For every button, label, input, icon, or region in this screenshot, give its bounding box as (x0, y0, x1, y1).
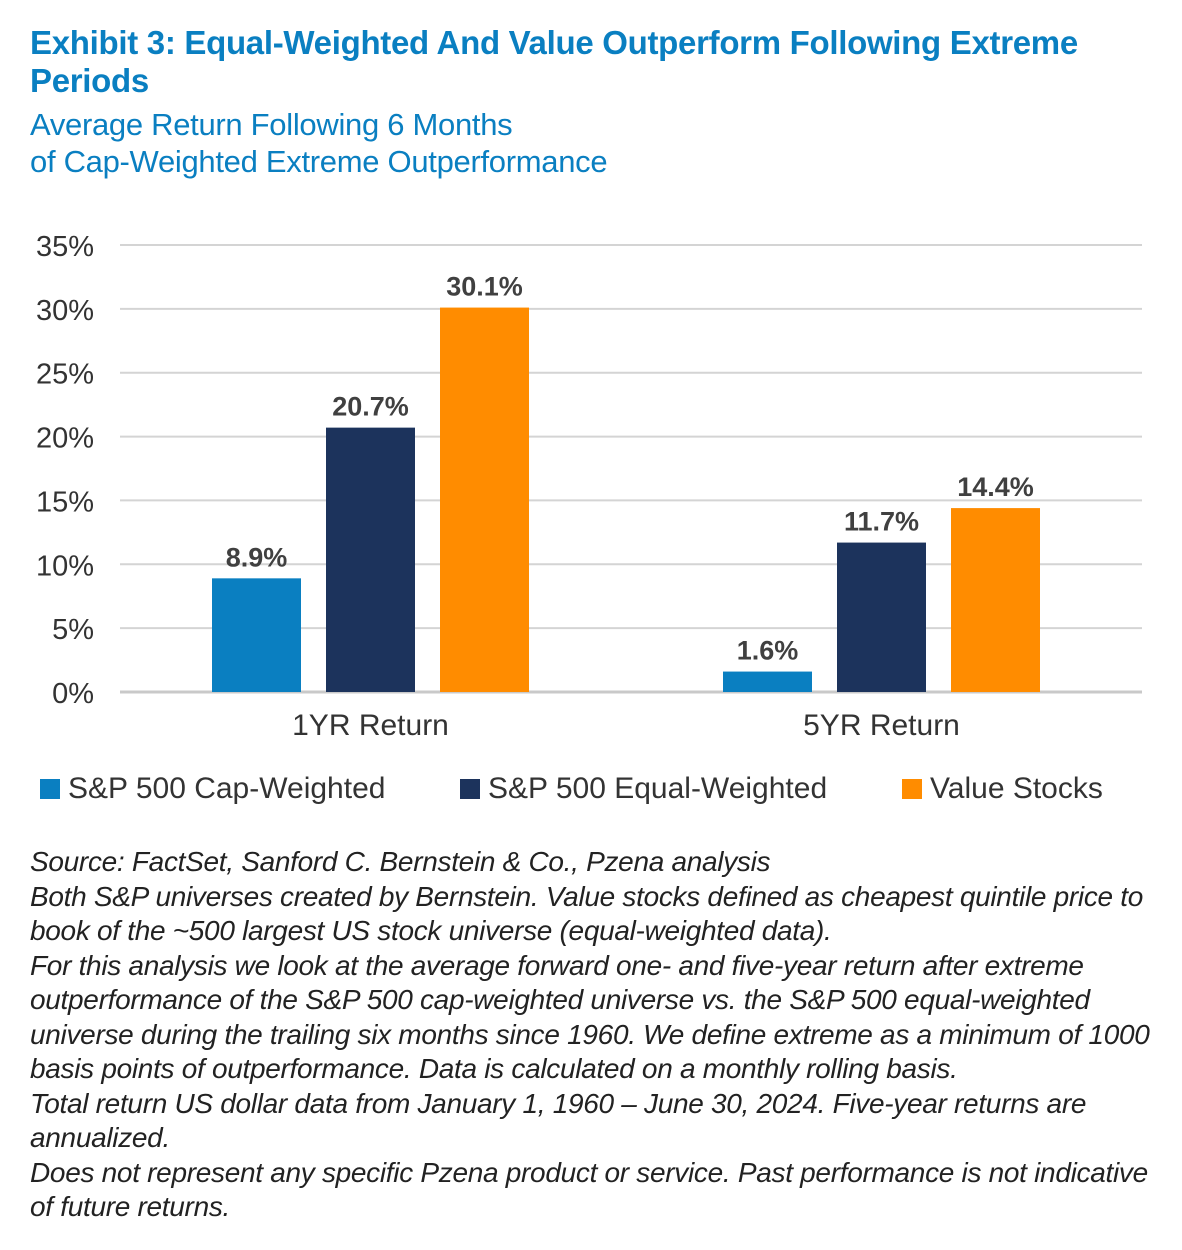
data-label: 20.7% (332, 392, 409, 422)
bar (951, 508, 1040, 692)
data-label: 1.6% (737, 636, 799, 666)
x-tick-label: 5YR Return (803, 709, 960, 742)
legend-label-value-stocks: Value Stocks (930, 772, 1103, 805)
bar (440, 307, 529, 692)
y-tick-label: 15% (36, 486, 94, 518)
x-axis-ticks: 1YR Return 5YR Return (292, 709, 960, 742)
disclaimer-note: Does not represent any specific Pzena pr… (30, 1156, 1148, 1223)
subtitle-line-2: of Cap-Weighted Extreme Outperformance (30, 144, 608, 179)
data-labels: 8.9% 20.7% 30.1% 1.6% 11.7% 14.4% (226, 272, 1034, 666)
bar (837, 542, 926, 692)
universe-note: Both S&P universes created by Bernstein.… (30, 880, 1144, 947)
y-tick-label: 35% (36, 231, 94, 263)
legend-swatch-value-stocks (902, 779, 922, 799)
legend-item-value-stocks: Value Stocks (902, 772, 1103, 806)
legend-swatch-cap-weighted (40, 779, 60, 799)
bar (326, 427, 415, 692)
bar (723, 671, 812, 692)
y-tick-label: 20% (36, 423, 94, 455)
data-label: 14.4% (957, 472, 1034, 502)
bar (212, 578, 301, 692)
methodology-note: For this analysis we look at the average… (30, 949, 1150, 1085)
data-period-note: Total return US dollar data from January… (30, 1087, 1087, 1154)
bar-chart: 0% 5% 10% 15% 20% 25% 30% 35% 8.9% 20.7% 30.1% 1.6… (36, 231, 1142, 742)
y-tick-label: 5% (52, 614, 94, 646)
legend: S&P 500 Cap-Weighted S&P 500 Equal-Weigh… (0, 772, 1182, 812)
subtitle-line-1: Average Return Following 6 Months (30, 107, 513, 142)
y-tick-label: 0% (52, 678, 94, 710)
legend-swatch-equal-weighted (460, 779, 480, 799)
legend-label-equal-weighted: S&P 500 Equal-Weighted (488, 772, 828, 805)
footnotes: Source: FactSet, Sanford C. Bernstein & … (30, 845, 1160, 1225)
y-tick-label: 25% (36, 359, 94, 391)
y-tick-label: 30% (36, 295, 94, 327)
data-label: 30.1% (446, 272, 523, 302)
y-axis-ticks: 0% 5% 10% 15% 20% 25% 30% 35% (36, 231, 94, 710)
bars (212, 307, 1040, 692)
legend-label-cap-weighted: S&P 500 Cap-Weighted (68, 772, 386, 805)
y-tick-label: 10% (36, 550, 94, 582)
data-label: 8.9% (226, 542, 288, 572)
x-tick-label: 1YR Return (292, 709, 449, 742)
legend-item-cap-weighted: S&P 500 Cap-Weighted (40, 772, 385, 806)
chart-title: Exhibit 3: Equal-Weighted And Value Outp… (30, 24, 1078, 99)
data-label: 11.7% (844, 507, 919, 537)
chart-subtitle: Average Return Following 6 Months of Cap… (30, 106, 1130, 180)
source-note: Source: FactSet, Sanford C. Bernstein & … (30, 846, 771, 877)
legend-item-equal-weighted: S&P 500 Equal-Weighted (460, 772, 827, 806)
